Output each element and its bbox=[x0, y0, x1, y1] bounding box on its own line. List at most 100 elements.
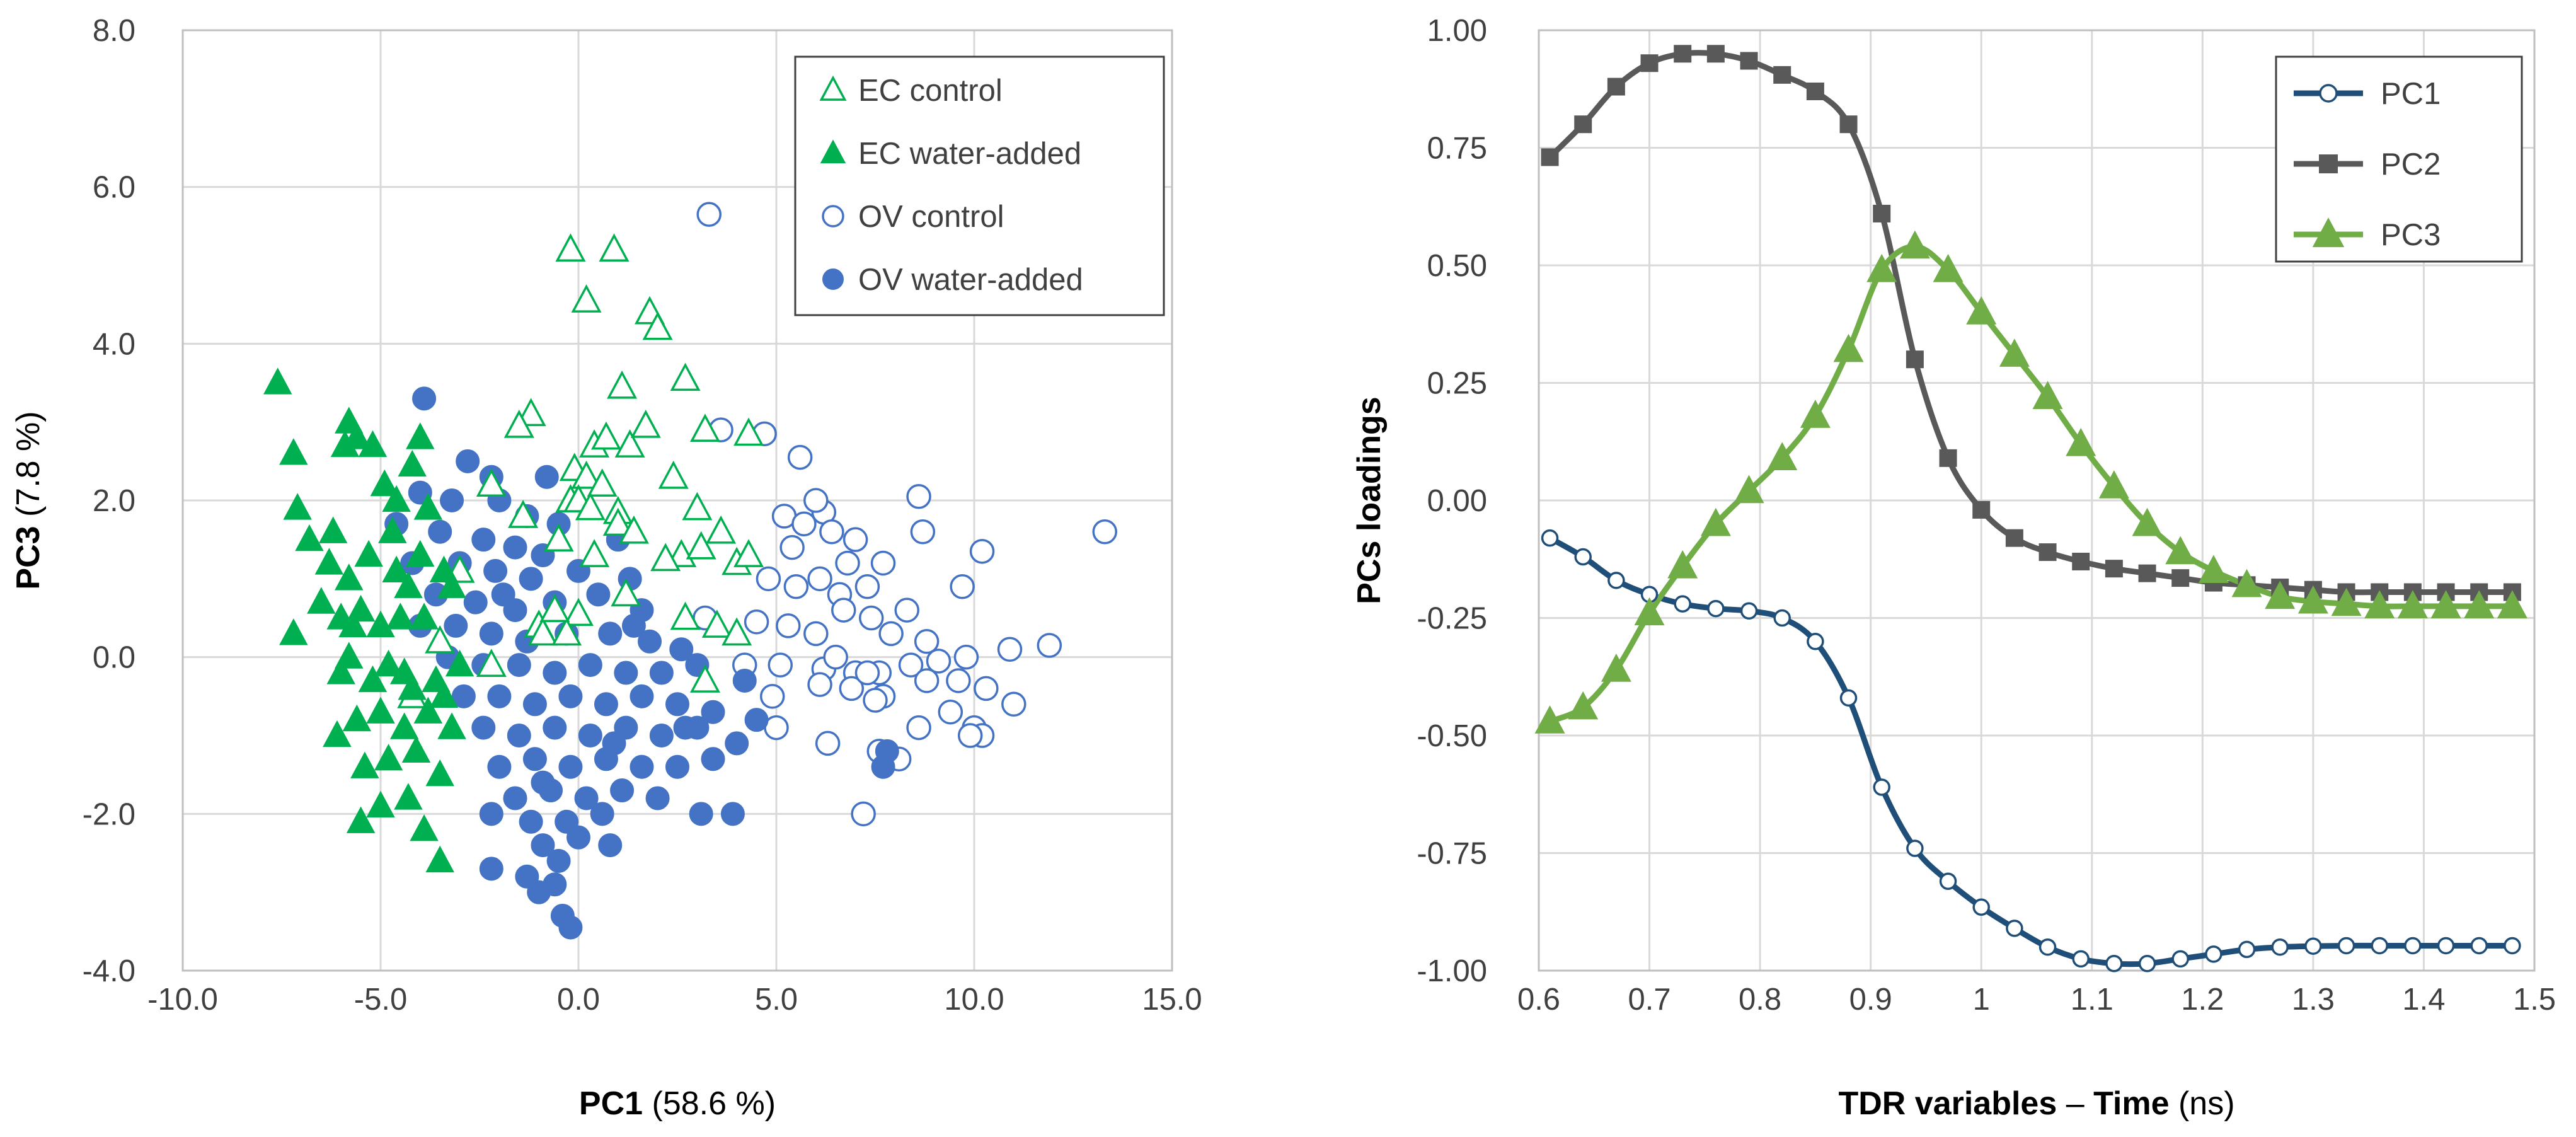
right-marker-pc1 bbox=[1773, 609, 1791, 627]
right-marker-pc3 bbox=[1667, 550, 1698, 579]
left-point-ec-water-added bbox=[389, 712, 419, 739]
left-point-ec-control bbox=[579, 539, 610, 567]
right-marker-pc3 bbox=[2430, 590, 2461, 618]
left-point-ov-water-added bbox=[649, 661, 674, 685]
left-point-ov-water-added bbox=[673, 715, 698, 740]
left-point-ec-control bbox=[527, 617, 558, 646]
left-point-ov-water-added bbox=[487, 684, 512, 708]
left-point-ov-water-added bbox=[578, 653, 602, 678]
left-point-ec-water-added bbox=[314, 548, 344, 575]
left-point-ov-water-added bbox=[598, 833, 623, 858]
left-point-ec-water-added bbox=[374, 649, 403, 677]
right-marker-pc2 bbox=[1972, 500, 1991, 519]
left-point-ec-water-added bbox=[358, 665, 388, 693]
left-point-ov-control bbox=[914, 629, 940, 654]
right-x-axis-label-rest: (ns) bbox=[2170, 1085, 2235, 1122]
left-point-ov-water-added bbox=[522, 747, 547, 771]
right-y-tick-label: -0.75 bbox=[1417, 837, 1487, 871]
left-point-ec-water-added bbox=[350, 751, 379, 778]
left-legend-marker bbox=[822, 268, 844, 290]
left-point-ec-water-added bbox=[382, 555, 411, 583]
left-point-ov-control bbox=[807, 566, 832, 592]
right-x-tick-label: 0.7 bbox=[1628, 983, 1670, 1017]
left-point-ov-water-added bbox=[543, 661, 567, 685]
left-point-ec-water-added bbox=[318, 516, 348, 543]
left-point-ov-water-added bbox=[522, 692, 547, 717]
right-marker-pc1 bbox=[2337, 937, 2355, 955]
right-x-tick-label: 0.8 bbox=[1739, 983, 1781, 1017]
left-point-ov-control bbox=[906, 484, 931, 509]
right-y-tick-label: 0.00 bbox=[1427, 484, 1487, 518]
left-point-ov-water-added bbox=[451, 684, 476, 708]
left-point-ec-control bbox=[670, 362, 701, 391]
left-point-ov-control bbox=[819, 519, 844, 545]
left-point-ec-control bbox=[539, 594, 570, 622]
left-x-axis-label: PC1 (58.6 %) bbox=[579, 1085, 776, 1122]
right-y-tick-label: -0.50 bbox=[1417, 719, 1487, 753]
left-point-ec-control bbox=[686, 531, 716, 560]
left-point-ec-water-added bbox=[394, 783, 423, 810]
left-point-ec-water-added bbox=[437, 571, 466, 598]
right-marker-pc3 bbox=[1933, 253, 1964, 282]
right-marker-pc1 bbox=[2404, 937, 2422, 955]
left-point-ov-water-added bbox=[527, 880, 551, 904]
left-point-ov-control bbox=[997, 637, 1023, 662]
left-point-ov-water-added bbox=[602, 731, 626, 756]
right-marker-pc1 bbox=[2171, 950, 2189, 968]
left-point-ov-control bbox=[974, 676, 999, 701]
left-point-ec-control bbox=[571, 460, 602, 489]
right-marker-pc1 bbox=[2138, 955, 2156, 973]
right-marker-pc2 bbox=[2072, 552, 2090, 570]
left-point-ov-control bbox=[759, 684, 785, 709]
left-point-ec-control bbox=[670, 601, 701, 630]
left-point-ov-water-added bbox=[483, 558, 508, 583]
right-marker-pc3 bbox=[1634, 597, 1665, 626]
left-point-ov-water-added bbox=[598, 621, 623, 646]
left-point-ec-water-added bbox=[346, 806, 376, 833]
right-marker-pc2 bbox=[1674, 45, 1692, 63]
left-x-tick-label: 10.0 bbox=[944, 983, 1004, 1017]
left-point-ov-water-added bbox=[479, 857, 503, 881]
right-marker-pc1 bbox=[1740, 602, 1758, 620]
left-point-ec-water-added bbox=[342, 704, 372, 732]
left-point-ov-control bbox=[953, 644, 979, 670]
left-point-ov-water-added bbox=[507, 653, 531, 678]
left-point-ov-control bbox=[878, 621, 904, 647]
left-point-ov-water-added bbox=[621, 613, 646, 638]
left-y-tick-label: 4.0 bbox=[93, 327, 135, 361]
left-point-ec-control bbox=[476, 468, 507, 497]
left-point-ov-control bbox=[831, 597, 856, 623]
left-point-ov-control bbox=[926, 649, 952, 674]
left-point-ov-water-added bbox=[645, 786, 670, 811]
right-line-pc3 bbox=[1548, 243, 2512, 724]
left-point-ec-control bbox=[602, 507, 633, 536]
left-point-ec-control bbox=[618, 515, 649, 544]
right-marker-pc1 bbox=[2105, 955, 2123, 973]
left-point-ec-control bbox=[571, 284, 602, 313]
left-point-ec-control bbox=[575, 492, 606, 521]
left-point-ec-water-added bbox=[370, 469, 400, 497]
left-point-ov-control bbox=[776, 613, 801, 638]
left-point-ov-water-added bbox=[586, 582, 611, 607]
left-point-ec-water-added bbox=[354, 540, 383, 567]
right-marker-pc1 bbox=[2304, 937, 2322, 955]
left-x-tick-label: 0.0 bbox=[557, 983, 600, 1017]
left-point-ov-water-added bbox=[744, 708, 769, 732]
left-point-ov-control bbox=[803, 621, 829, 647]
left-point-ec-control bbox=[543, 523, 574, 552]
left-point-ov-control bbox=[803, 488, 829, 513]
left-point-ov-water-added bbox=[610, 778, 635, 803]
left-x-tick-label: -10.0 bbox=[147, 983, 218, 1017]
left-point-ov-water-added bbox=[487, 754, 512, 779]
left-point-ov-control bbox=[807, 672, 832, 697]
right-legend-marker bbox=[2312, 217, 2345, 248]
right-marker-pc3 bbox=[2165, 536, 2196, 565]
left-point-ov-water-added bbox=[531, 833, 555, 858]
right-x-axis-label: TDR variables – Time (ns) bbox=[1838, 1085, 2234, 1122]
left-point-ov-control bbox=[946, 668, 971, 693]
right-marker-pc1 bbox=[2271, 938, 2289, 956]
right-y-tick-label: -1.00 bbox=[1417, 954, 1487, 988]
left-point-ov-water-added bbox=[630, 754, 654, 779]
right-x-tick-label: 1.3 bbox=[2292, 983, 2335, 1017]
left-y-tick-label: -4.0 bbox=[83, 954, 135, 988]
